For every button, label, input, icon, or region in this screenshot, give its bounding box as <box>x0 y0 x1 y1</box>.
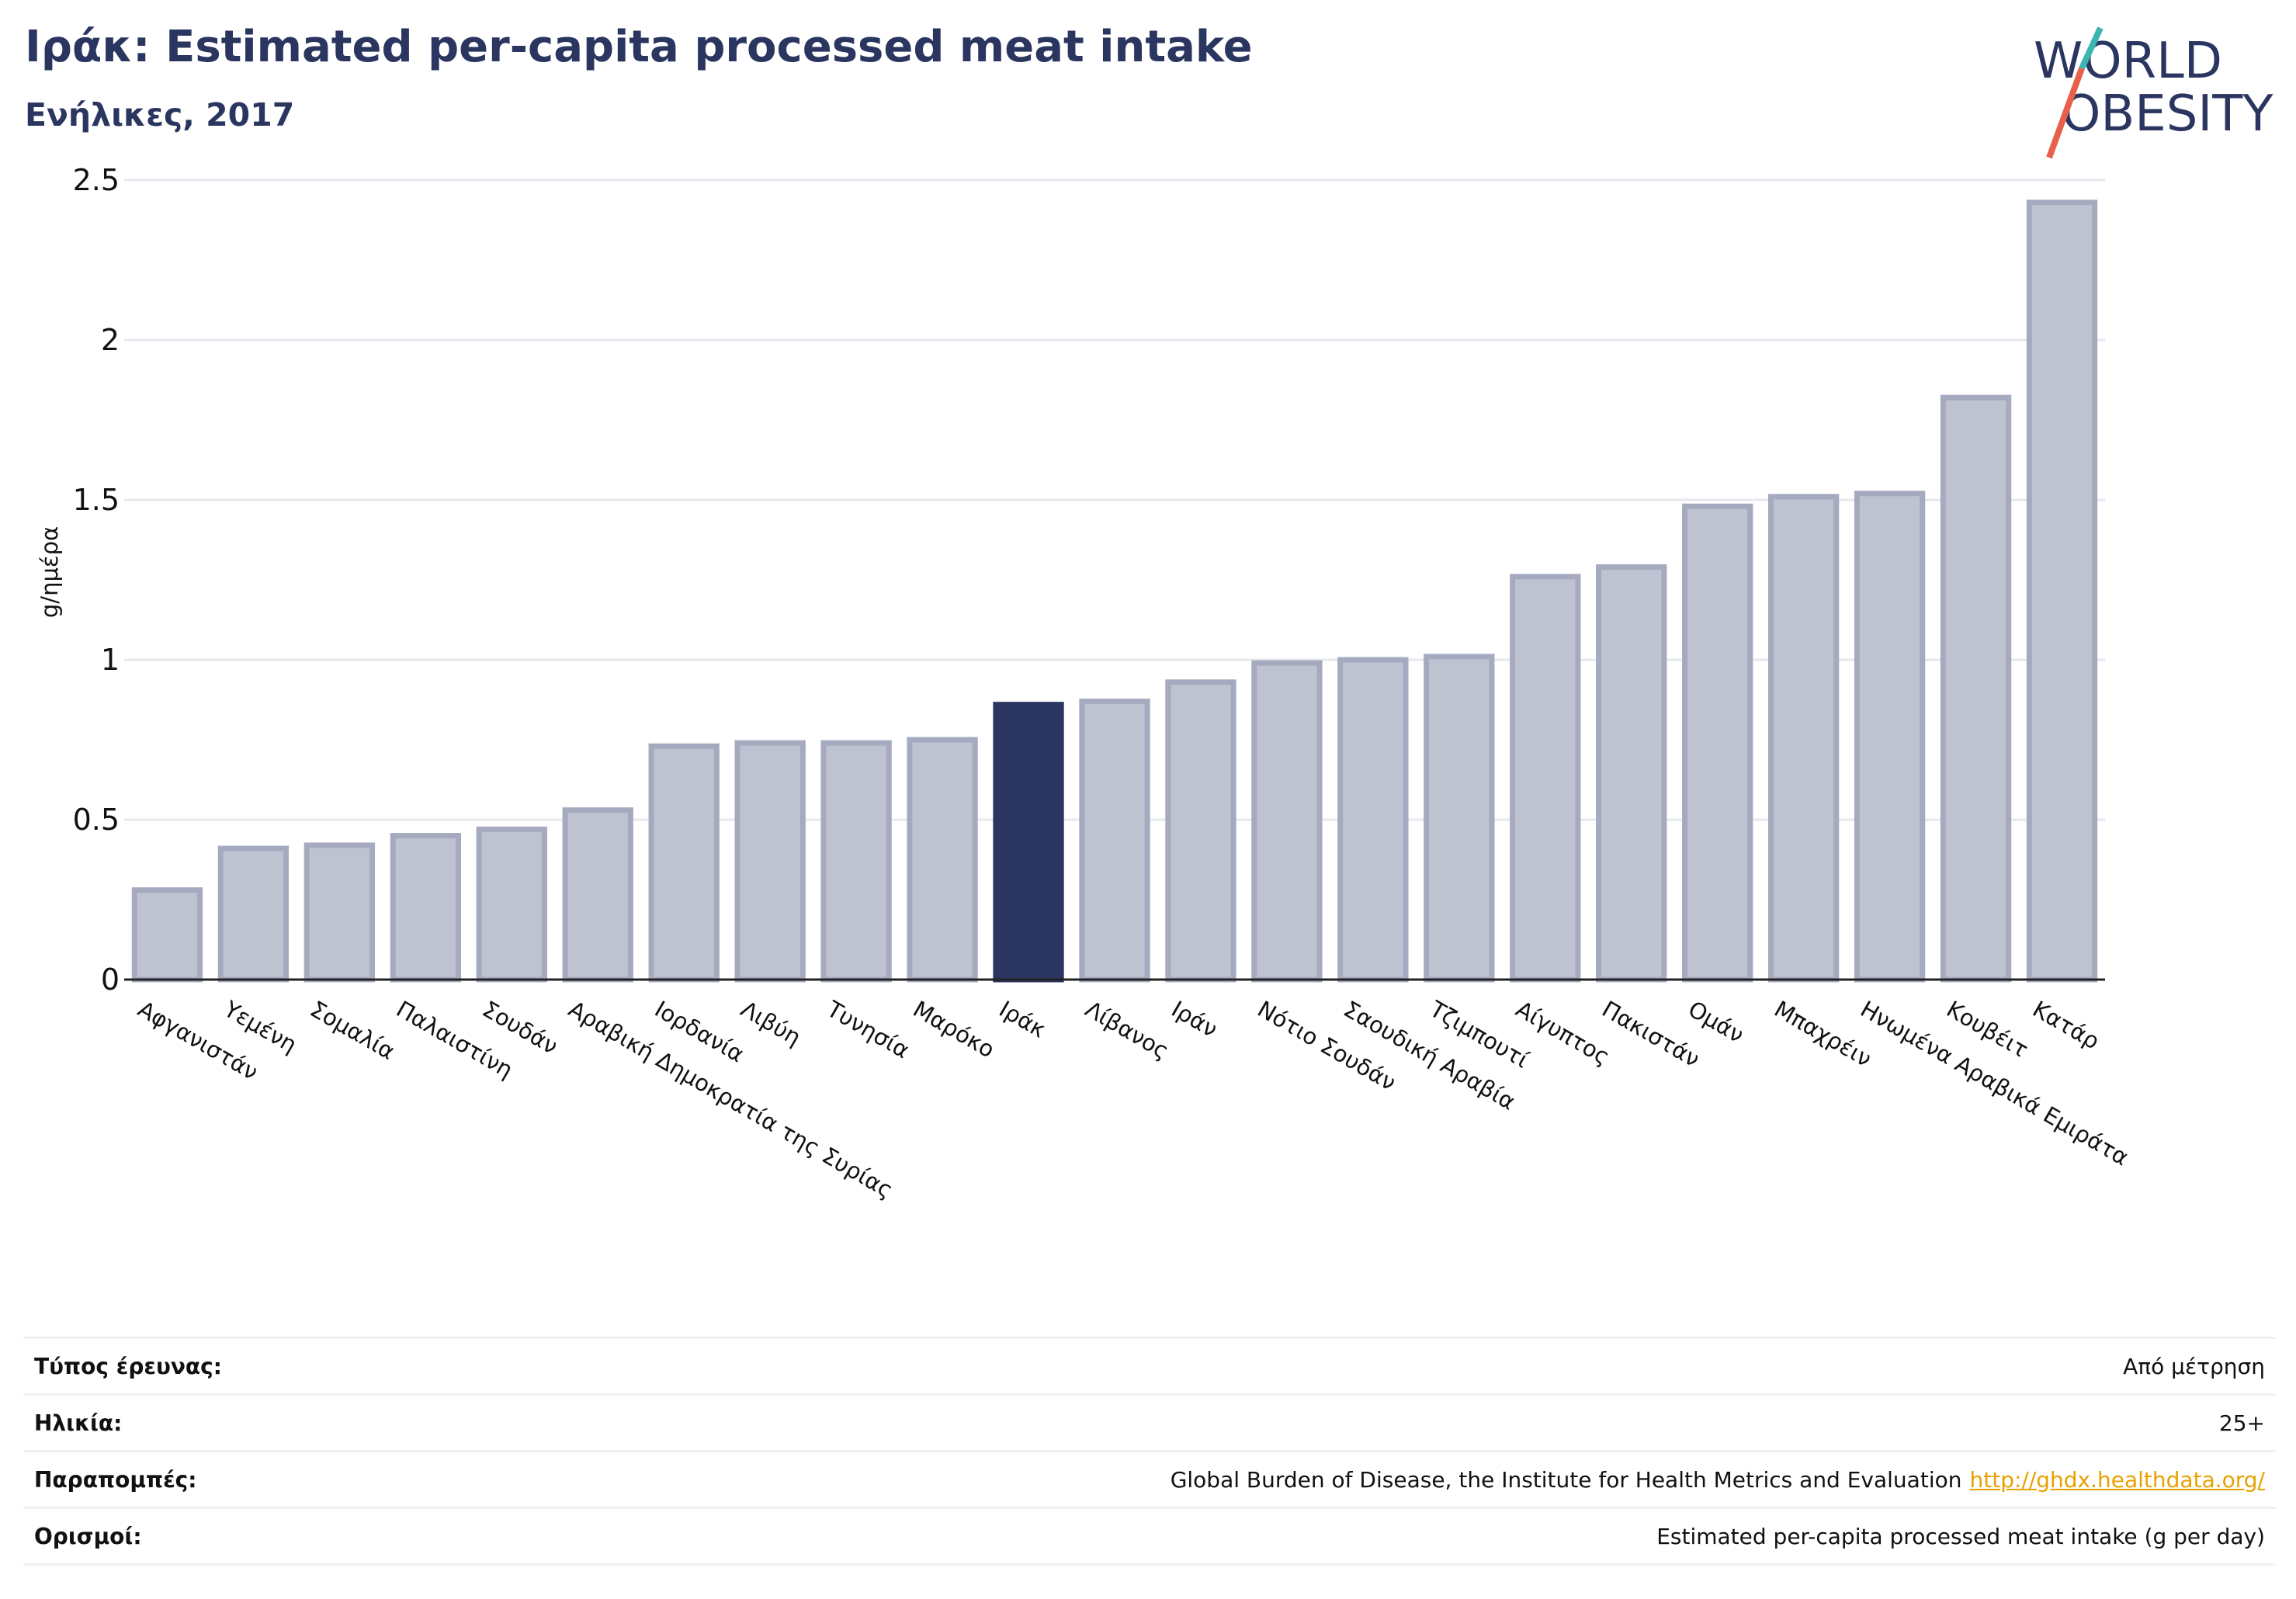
chart-title: Ιράκ: Estimated per-capita processed mea… <box>25 22 1253 72</box>
x-tick-label: Λιβύη <box>737 996 806 1051</box>
bar <box>2026 199 2098 983</box>
bar <box>907 737 978 983</box>
y-tick-label: 2 <box>101 323 120 357</box>
y-tick-label: 0.5 <box>73 803 120 837</box>
y-tick-label: 1 <box>101 643 120 677</box>
y-axis-label: g/ημέρα <box>36 526 63 618</box>
bar <box>734 740 806 983</box>
chart-subtitle: Ενήλικες, 2017 <box>25 96 295 134</box>
y-axis-ticks: 0 0.5 1 1.5 2 2.5 <box>73 163 120 997</box>
world-obesity-logo: WORLD OBESITY <box>2026 22 2282 161</box>
info-key: Ηλικία: <box>34 1410 123 1436</box>
info-row-survey-type: Τύπος έρευνας: Από μέτρηση <box>23 1337 2276 1393</box>
logo-line1: WORLD <box>2034 33 2222 90</box>
x-tick-label: Ιράκ <box>995 996 1051 1043</box>
info-table: Τύπος έρευνας: Από μέτρηση Ηλικία: 25+ Π… <box>23 1337 2276 1566</box>
info-value: 25+ <box>2218 1410 2265 1436</box>
logo-graphic: WORLD OBESITY <box>2034 26 2273 159</box>
x-tick-label: Μαρόκο <box>909 996 1000 1063</box>
bar <box>1424 654 1495 983</box>
bar <box>1596 564 1667 983</box>
info-value-wrap: Global Burden of Disease, the Institute … <box>1171 1467 2265 1493</box>
bar <box>1165 679 1236 983</box>
info-key: Ορισμοί: <box>34 1523 142 1549</box>
info-value: Estimated per-capita processed meat inta… <box>1656 1523 2265 1549</box>
logo-line2: OBESITY <box>2062 85 2273 143</box>
bar-highlighted <box>993 702 1064 983</box>
x-tick-label: Τυνησία <box>822 995 914 1063</box>
bar <box>562 807 633 983</box>
bar <box>131 887 203 983</box>
bar <box>1251 660 1323 983</box>
x-tick-label: Πακιστάν <box>1597 996 1704 1073</box>
x-tick-label: Ιράν <box>1167 996 1222 1043</box>
info-row-references: Παραπομπές: Global Burden of Disease, th… <box>23 1450 2276 1507</box>
info-value: Global Burden of Disease, the Institute … <box>1170 1466 1962 1493</box>
bar <box>1854 491 1926 983</box>
info-row-definitions: Ορισμοί: Estimated per-capita processed … <box>23 1507 2276 1566</box>
y-tick-label: 0 <box>101 963 120 997</box>
reference-link[interactable]: http://ghdx.healthdata.org/ <box>1969 1466 2265 1493</box>
x-tick-label: Σομαλία <box>306 996 400 1065</box>
bar <box>217 845 290 983</box>
bar <box>1940 394 2012 983</box>
logo-teal-slash <box>2079 26 2104 70</box>
bar <box>390 833 462 983</box>
info-value: Από μέτρηση <box>2123 1353 2265 1379</box>
bar <box>648 743 720 983</box>
x-tick-label: Κατάρ <box>2028 996 2104 1055</box>
info-row-age: Ηλικία: 25+ <box>23 1393 2276 1450</box>
info-key: Τύπος έρευνας: <box>34 1353 222 1379</box>
logo-red-slash <box>2046 67 2085 159</box>
y-tick-label: 1.5 <box>73 483 120 517</box>
x-tick-label: Λίβανος <box>1081 996 1174 1065</box>
bar <box>303 842 376 983</box>
bar <box>1767 494 1840 983</box>
bar <box>1079 699 1150 983</box>
x-tick-label: Μπαχρέιν <box>1770 996 1876 1073</box>
y-tick-label: 2.5 <box>73 163 120 197</box>
x-tick-label: Ομάν <box>1684 996 1748 1049</box>
bar <box>476 826 547 983</box>
bar <box>1510 574 1581 983</box>
bar <box>1337 657 1409 983</box>
bar <box>1682 503 1753 983</box>
bar <box>820 740 892 983</box>
info-key: Παραπομπές: <box>34 1466 197 1493</box>
bars <box>131 199 2098 983</box>
